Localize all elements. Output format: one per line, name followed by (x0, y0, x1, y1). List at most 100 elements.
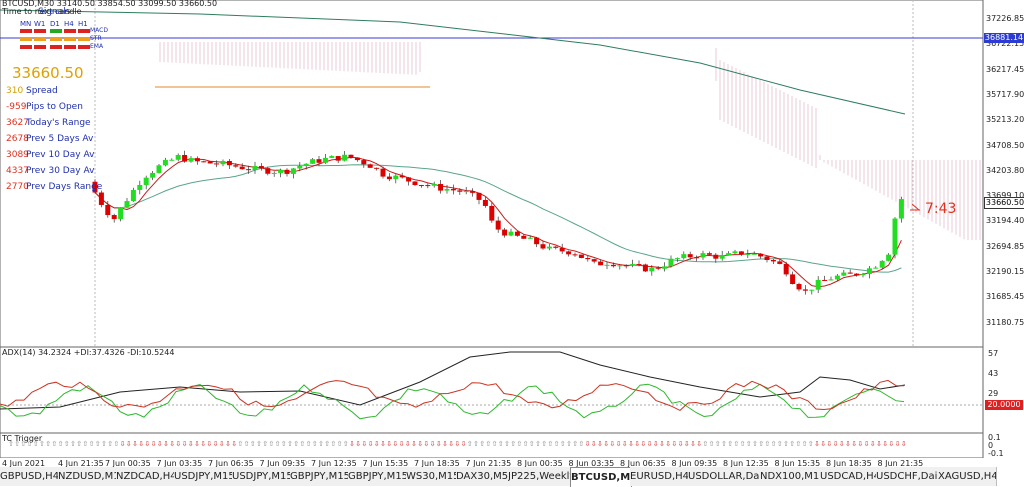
candle-body (335, 156, 341, 161)
adx-axis-1: 43 (988, 369, 999, 378)
candle-body (361, 160, 367, 165)
arrow-up-icon: ⇧ (287, 440, 293, 448)
arrow-down-icon: ⇩ (671, 440, 677, 448)
info-value: 2678 (6, 134, 29, 144)
chart-tab[interactable]: NZDCAD,H4 (116, 467, 175, 486)
chart-tab[interactable]: USDOLLAR,Daily (688, 467, 761, 486)
price-axis-label: 32694.85 (986, 241, 1024, 251)
chart-tab[interactable]: BTCUSD,M30 (570, 467, 632, 487)
chart-tab[interactable]: XAGUSD,H4 (938, 467, 997, 486)
info-label: Prev 5 Days Av (26, 134, 94, 144)
candle-body (598, 261, 604, 266)
arrow-down-icon: ⇩ (870, 440, 876, 448)
price-chart[interactable] (0, 0, 1024, 347)
candle-body (226, 160, 232, 166)
arrow-down-icon: ⇩ (820, 440, 826, 448)
arrow-down-icon: ⇩ (423, 440, 429, 448)
arrow-up-icon: ⇧ (82, 440, 88, 448)
arrow-down-icon: ⇩ (901, 440, 907, 448)
signals-tf-2: D1 (50, 20, 60, 28)
arrow-up-icon: ⇧ (802, 440, 808, 448)
chart-tab[interactable]: USDCHF,Daily (876, 467, 939, 486)
candle-body (431, 184, 437, 186)
candle-body (841, 272, 847, 276)
chart-tab[interactable]: USDCAD,H4 (820, 467, 877, 486)
candle-body (239, 166, 245, 170)
arrow-up-icon: ⇧ (330, 440, 336, 448)
candle-body (143, 177, 149, 185)
arrow-up-icon: ⇧ (498, 440, 504, 448)
time-axis-label: 8 Jun 12:35 (723, 459, 769, 468)
candle-body (873, 267, 879, 269)
signal-label-macd: MACD (90, 27, 108, 34)
time-axis-label: 4 Jun 21:35 (58, 459, 104, 468)
arrow-up-icon: ⇧ (39, 440, 45, 448)
candle-body (220, 160, 226, 165)
candle-body (367, 164, 373, 168)
candle-body (687, 254, 693, 258)
time-axis-label: 7 Jun 15:35 (362, 459, 409, 468)
plus-di-line (0, 383, 905, 420)
signals-tf-1: W1 (34, 20, 46, 28)
chart-tab[interactable]: WS30,M15 (406, 467, 457, 486)
candle-body (802, 289, 808, 291)
arrow-down-icon: ⇩ (609, 440, 615, 448)
chart-tab[interactable]: USDJPY,M15 (174, 467, 233, 486)
arrow-up-icon: ⇧ (746, 440, 752, 448)
arrow-down-icon: ⇩ (839, 440, 845, 448)
signals-label: Signals (38, 7, 71, 17)
info-value: 3627 (6, 118, 29, 128)
candle-body (694, 257, 700, 259)
arrow-up-icon: ⇧ (547, 440, 553, 448)
arrow-down-icon: ⇩ (380, 440, 386, 448)
candle-body (508, 231, 514, 236)
arrow-up-icon: ⇧ (783, 440, 789, 448)
arrow-down-icon: ⇩ (882, 440, 888, 448)
candle-body (553, 246, 559, 248)
arrow-up-icon: ⇧ (715, 440, 721, 448)
candle-body (566, 251, 572, 255)
tc-trigger-pane[interactable]: ⇧ ⇧ ⇧ ⇧ ⇧ ⇧ ⇧ ⇧ ⇧ ⇧ ⇧ ⇧ ⇧ ⇧ ⇧ ⇧ ⇧ ⇧ ⇩ ⇩ ⇩ ⇩ ⇩ ⇩ ⇩ ⇩ ⇩ ⇩ ⇩ ⇩ ⇩ ⇩ ⇩ ⇩ ⇩ ⇩ ⇩ ⇧ ⇧ ⇧… (0, 433, 1024, 458)
arrow-up-icon: ⇧ (324, 440, 330, 448)
chart-tab[interactable]: EURUSD,H4 (630, 467, 689, 486)
chart-tab[interactable]: USDJPY,M15 (232, 467, 291, 486)
time-axis-label: 7 Jun 18:35 (414, 459, 460, 468)
signals-tf-0: MN (20, 20, 32, 28)
arrow-down-icon: ⇩ (175, 440, 181, 448)
adx-indicator-pane[interactable] (0, 347, 1024, 433)
arrow-down-icon: ⇩ (696, 440, 702, 448)
arrow-up-icon: ⇧ (113, 440, 119, 448)
candle-timer-label: Time to next candle (2, 7, 82, 16)
arrow-up-icon: ⇧ (45, 440, 51, 448)
candle-body (847, 272, 853, 274)
chart-tab[interactable]: JP225,Weekly (508, 467, 571, 486)
chart-tab[interactable]: GBPJPY,M15 (290, 467, 349, 486)
arrow-up-icon: ⇧ (566, 440, 572, 448)
chart-tab[interactable]: DAX30,M5 (456, 467, 509, 486)
chart-tab[interactable]: GBPJPY,M15 (348, 467, 407, 486)
candle-body (246, 169, 252, 171)
candle-body (796, 283, 802, 290)
candle-body (572, 254, 578, 256)
chart-tab[interactable]: NDX100,M15 (760, 467, 821, 486)
candle-body (630, 264, 636, 266)
candle-body (502, 229, 508, 236)
arrow-up-icon: ⇧ (343, 440, 349, 448)
chart-tab[interactable]: NZDUSD,M15 (58, 467, 117, 486)
candle-body (706, 253, 712, 255)
arrow-down-icon: ⇩ (826, 440, 832, 448)
info-label: Spread (26, 86, 58, 96)
arrow-up-icon: ⇧ (492, 440, 498, 448)
time-axis-label: 7 Jun 12:35 (311, 459, 357, 468)
arrow-up-icon: ⇧ (516, 440, 522, 448)
candle-body (374, 167, 380, 169)
arrow-up-icon: ⇧ (107, 440, 113, 448)
candle-body (425, 185, 431, 187)
arrow-up-icon: ⇧ (64, 440, 70, 448)
arrow-down-icon: ⇩ (219, 440, 225, 448)
price-axis-label: 36217.45 (986, 64, 1024, 74)
countdown-label: 7:43 (925, 201, 957, 217)
arrow-up-icon: ⇧ (473, 440, 479, 448)
candle-body (732, 251, 738, 254)
chart-tab[interactable]: GBPUSD,H4 (0, 467, 59, 486)
